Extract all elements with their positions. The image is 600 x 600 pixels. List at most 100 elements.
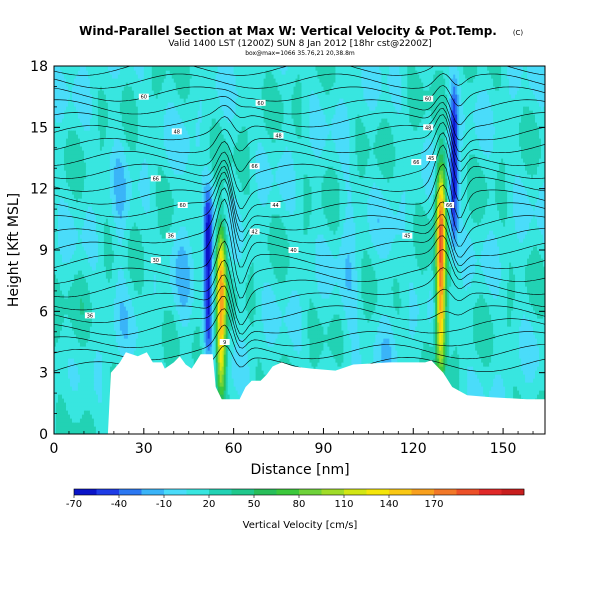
- field-cell: [73, 410, 77, 415]
- field-cell: [487, 394, 490, 399]
- field-cell: [73, 414, 77, 419]
- field-cell: [275, 354, 279, 359]
- field-cell: [543, 394, 545, 399]
- field-cell: [291, 354, 295, 359]
- field-cell: [229, 354, 233, 359]
- field-cell: [61, 422, 65, 427]
- field-cell: [63, 406, 67, 411]
- field-cell: [301, 362, 305, 367]
- field-cell: [153, 354, 157, 359]
- field-cell: [253, 378, 257, 383]
- field-cell: [483, 386, 486, 391]
- field-cell: [425, 358, 428, 363]
- field-cell: [303, 354, 307, 359]
- field-cell: [147, 350, 151, 355]
- field-cell: [483, 358, 486, 363]
- field-cell: [85, 398, 89, 403]
- field-cell: [501, 374, 504, 379]
- field-cell: [241, 366, 245, 371]
- field-cell: [65, 398, 69, 403]
- field-cell: [97, 410, 101, 415]
- field-cell: [257, 366, 261, 371]
- field-cell: [349, 362, 352, 367]
- field-cell: [505, 366, 508, 371]
- field-cell: [67, 402, 71, 407]
- field-cell: [65, 402, 69, 407]
- field-cell: [503, 358, 506, 363]
- field-cell: [229, 370, 233, 375]
- field-cell: [241, 386, 245, 391]
- field-cell: [101, 430, 105, 434]
- field-cell: [81, 366, 85, 371]
- field-cell: [511, 362, 514, 367]
- field-cell: [517, 354, 520, 359]
- field-cell: [245, 358, 249, 363]
- field-cell: [93, 382, 97, 387]
- field-cell: [465, 354, 468, 359]
- field-cell: [449, 374, 452, 379]
- field-cell: [56, 426, 59, 431]
- field-cell: [397, 358, 400, 363]
- field-cell: [515, 382, 518, 387]
- field-cell: [77, 410, 81, 415]
- field-cell: [501, 390, 504, 395]
- field-cell: [183, 358, 187, 363]
- field-cell: [89, 382, 93, 387]
- field-cell: [73, 394, 77, 399]
- field-cell: [519, 370, 522, 375]
- field-cell: [469, 386, 472, 391]
- field-cell: [105, 382, 109, 387]
- field-cell: [483, 354, 486, 359]
- field-cell: [499, 390, 502, 395]
- field-cell: [483, 394, 486, 399]
- field-cell: [63, 422, 67, 427]
- field-cell: [475, 354, 478, 359]
- field-cell: [87, 354, 91, 359]
- field-cell: [169, 354, 173, 359]
- field-cell: [543, 358, 545, 363]
- field-cell: [59, 390, 63, 395]
- field-cell: [69, 366, 73, 371]
- field-cell: [225, 390, 229, 395]
- field-cell: [477, 374, 480, 379]
- field-cell: [355, 358, 358, 363]
- field-cell: [451, 362, 454, 367]
- field-cell: [237, 366, 241, 371]
- field-cell: [85, 394, 89, 399]
- field-cell: [189, 354, 193, 359]
- field-cell: [107, 370, 111, 375]
- field-cell: [163, 350, 167, 355]
- field-cell: [159, 350, 163, 355]
- field-cell: [54, 430, 57, 434]
- field-cell: [77, 374, 81, 379]
- field-cell: [79, 362, 83, 367]
- field-cell: [65, 350, 69, 355]
- field-cell: [445, 362, 448, 367]
- field-cell: [499, 378, 502, 383]
- field-cell: [495, 354, 498, 359]
- field-cell: [345, 362, 349, 367]
- field-cell: [79, 422, 83, 427]
- field-cell: [85, 366, 89, 371]
- field-cell: [483, 374, 486, 379]
- field-cell: [477, 382, 480, 387]
- field-cell: [91, 358, 95, 363]
- field-cell: [107, 382, 111, 387]
- field-cell: [263, 370, 267, 375]
- field-cell: [97, 390, 101, 395]
- field-cell: [465, 358, 468, 363]
- field-cell: [71, 386, 75, 391]
- subtitle: box@max=1066 35.76,21 20,38.8m: [245, 50, 355, 57]
- field-cell: [161, 354, 165, 359]
- field-cell: [339, 366, 343, 371]
- field-cell: [57, 366, 61, 371]
- field-cell: [527, 366, 530, 371]
- field-cell: [455, 374, 458, 379]
- field-cell: [227, 378, 231, 383]
- field-cell: [505, 386, 508, 391]
- field-cell: [99, 410, 103, 415]
- field-cell: [71, 414, 75, 419]
- field-cell: [229, 362, 233, 367]
- field-cell: [387, 358, 390, 363]
- field-cell: [517, 366, 520, 371]
